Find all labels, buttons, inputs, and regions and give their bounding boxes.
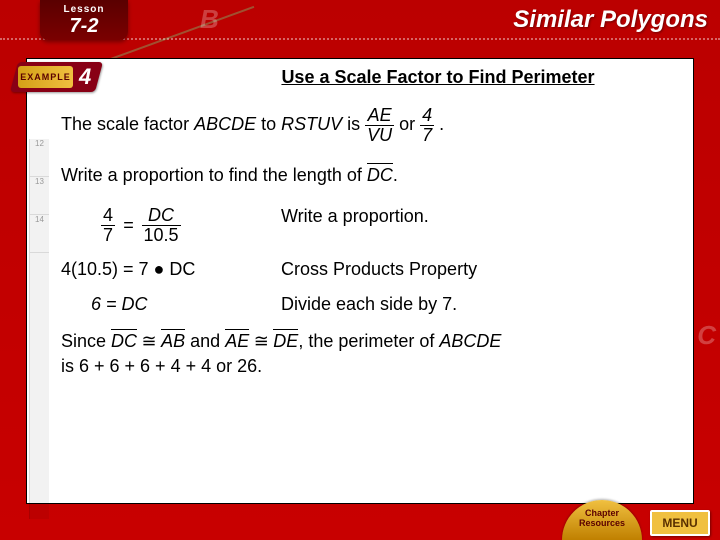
eq-f2n: DC — [148, 205, 174, 225]
chapter-label: Chapter Resources — [579, 508, 625, 528]
content-panel: 121314 Use a Scale Factor to Find Perime… — [26, 58, 694, 504]
t1-or: or — [394, 114, 420, 134]
step2-lhs: 4(10.5) = 7 ● DC — [61, 259, 281, 280]
f1n: AE — [368, 105, 392, 125]
step-3: 6 = DC Divide each side by 7. — [61, 294, 659, 315]
t1-rstuv: RSTUV — [281, 114, 342, 134]
f2n: 4 — [420, 106, 434, 126]
chapter-resources-button[interactable]: Chapter Resources — [562, 500, 642, 540]
cong2: ≅ — [249, 331, 273, 351]
footer: Chapter Resources MENU — [562, 500, 710, 540]
f1d: VU — [367, 125, 392, 145]
eq-f2d: 10.5 — [142, 226, 181, 245]
step-1: 47 = DC10.5 Write a proportion. — [61, 206, 659, 245]
menu-button[interactable]: MENU — [650, 510, 710, 536]
t1-to: to — [256, 114, 281, 134]
frac-ae-vu: AEVU — [365, 106, 394, 145]
ruler-decoration: 121314 — [29, 139, 49, 519]
t3-abcde: ABCDE — [439, 331, 501, 351]
eq-f1n: 4 — [101, 206, 115, 226]
frac-4-7: 47 — [420, 106, 434, 145]
step1-rhs: Write a proportion. — [281, 206, 429, 245]
text-scale-factor: The scale factor ABCDE to RSTUV is AEVU … — [61, 106, 659, 145]
t1-abcde: ABCDE — [194, 114, 256, 134]
step1-lhs: 47 = DC10.5 — [61, 206, 281, 245]
lesson-tab: Lesson 7-2 — [40, 0, 128, 40]
t1-is: is — [342, 114, 365, 134]
eq-f1d: 7 — [101, 226, 115, 245]
step3-lhs: 6 = DC — [61, 294, 281, 315]
step3-rhs: Divide each side by 7. — [281, 294, 457, 315]
text-proportion-prompt: Write a proportion to find the length of… — [61, 163, 659, 188]
t3-p4: is 6 + 6 + 6 + 4 + 4 or 26. — [61, 356, 262, 376]
t3-p1: Since — [61, 331, 111, 351]
eq-sign: = — [123, 215, 134, 236]
t3-p3: , the perimeter of — [298, 331, 439, 351]
seg-ae: AE — [225, 329, 249, 354]
seg-dc: DC — [367, 163, 393, 188]
example-label: EXAMPLE — [18, 66, 73, 88]
step2-rhs: Cross Products Property — [281, 259, 477, 280]
seg-dc2: DC — [111, 329, 137, 354]
lesson-number: 7-2 — [40, 15, 128, 38]
seg-de: DE — [273, 329, 298, 354]
t2-post: . — [393, 165, 398, 185]
t3-p2: and — [185, 331, 225, 351]
t1-period: . — [434, 114, 444, 134]
example-number: 4 — [79, 64, 91, 90]
t1-pre: The scale factor — [61, 114, 194, 134]
lesson-word: Lesson — [40, 4, 128, 15]
f2d: 7 — [420, 126, 434, 145]
step-2: 4(10.5) = 7 ● DC Cross Products Property — [61, 259, 659, 280]
unit-title: Similar Polygons — [513, 6, 708, 34]
slide-root: Similar Polygons B C Lesson 7-2 121314 U… — [0, 0, 720, 540]
bg-letter-c: C — [697, 320, 716, 351]
menu-label: MENU — [662, 516, 697, 530]
page-title: Use a Scale Factor to Find Perimeter — [217, 67, 659, 88]
seg-ab: AB — [161, 329, 185, 354]
t2-pre: Write a proportion to find the length of — [61, 165, 367, 185]
bg-letter-b: B — [200, 4, 219, 35]
cong1: ≅ — [137, 331, 161, 351]
proportion-equation: 47 = DC10.5 — [101, 206, 281, 245]
text-conclusion: Since DC ≅ AB and AE ≅ DE, the perimeter… — [61, 329, 659, 379]
example-tab: EXAMPLE 4 — [10, 62, 103, 92]
